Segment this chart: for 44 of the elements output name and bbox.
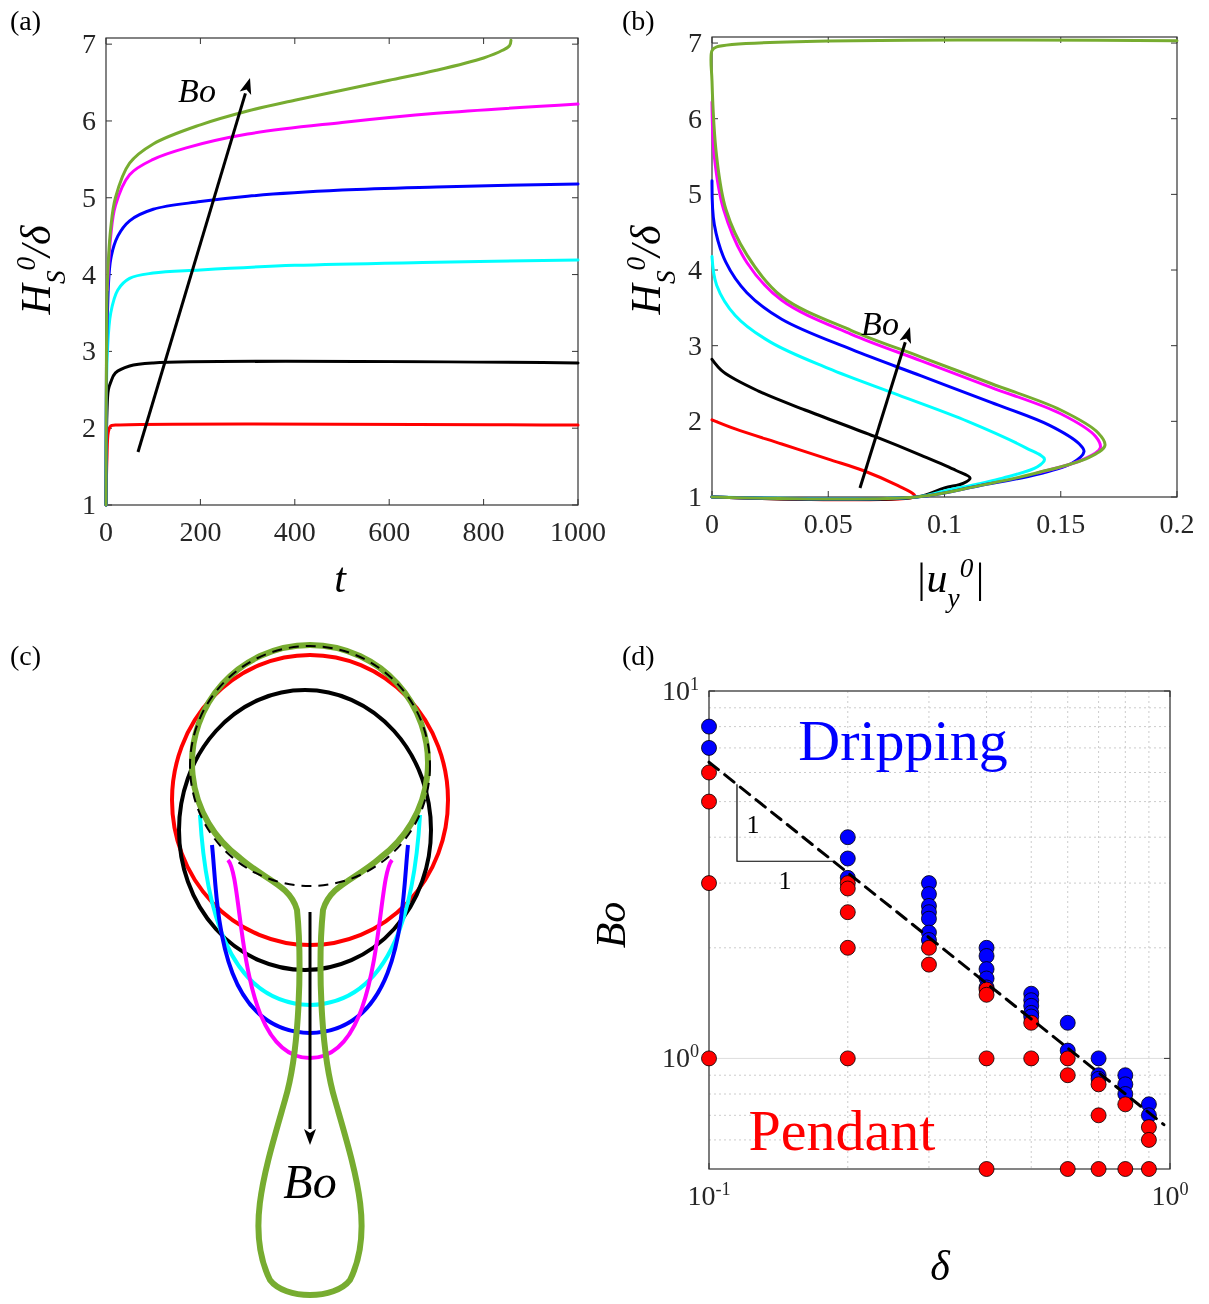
x-tick-label: 0.05 (803, 508, 853, 539)
y-tick-label: 2 (688, 405, 702, 437)
x-tick-label: 600 (368, 516, 411, 547)
annotation: 1 (746, 809, 760, 839)
x-tick-label: 0 (99, 516, 113, 547)
y-tick-label: 10$^{1}$ (661, 674, 699, 706)
y-tick-label: 6 (688, 102, 702, 134)
x-tick-label: 0 (705, 508, 719, 539)
x-axis-title: t (334, 555, 348, 601)
x-axis-title: δ (930, 1243, 952, 1289)
x-tick-label: 0.1 (927, 508, 962, 539)
x-tick-label: 1000 (550, 516, 606, 547)
x-tick-label: 800 (462, 516, 505, 547)
x-tick-label: 0.15 (1036, 508, 1086, 539)
x-tick-label: 400 (273, 516, 316, 547)
y-tick-label: 6 (82, 104, 96, 136)
y-tick-label: 1 (82, 489, 96, 520)
chart-title: (b) (622, 5, 655, 36)
line-series (104, 38, 513, 507)
series-label: Dripping (798, 708, 1008, 773)
y-tick-label: 1 (688, 481, 702, 512)
y-tick-label: 5 (82, 181, 96, 213)
y-tick-label: 7 (688, 27, 702, 59)
annotation: Bo (178, 72, 216, 109)
x-tick-label: 10$^{-1}$ (687, 1179, 731, 1211)
y-tick-label: 5 (688, 178, 702, 210)
x-tick-label: 0.2 (1159, 508, 1195, 539)
y-axis-title: Bo (588, 901, 634, 949)
y-tick-label: 3 (82, 335, 96, 367)
y-tick-label: 3 (688, 329, 702, 361)
annotation: 1 (778, 866, 792, 896)
y-tick-label: 10$^{0}$ (661, 1041, 699, 1074)
chart-title: (d) (622, 640, 655, 671)
chart-title: (a) (10, 5, 42, 36)
y-tick-label: 7 (82, 28, 96, 60)
y-tick-label: 2 (82, 412, 96, 444)
y-tick-label: 4 (688, 254, 702, 286)
x-axis-title: |u$_{y}$$^{0}$| (915, 553, 985, 613)
y-tick-label: 4 (82, 258, 96, 290)
text: Bo (283, 1155, 337, 1208)
annotation: Bo (861, 305, 899, 342)
series-label: Pendant (748, 1098, 936, 1163)
text: (c) (10, 640, 42, 671)
x-tick-label: 200 (179, 516, 222, 547)
